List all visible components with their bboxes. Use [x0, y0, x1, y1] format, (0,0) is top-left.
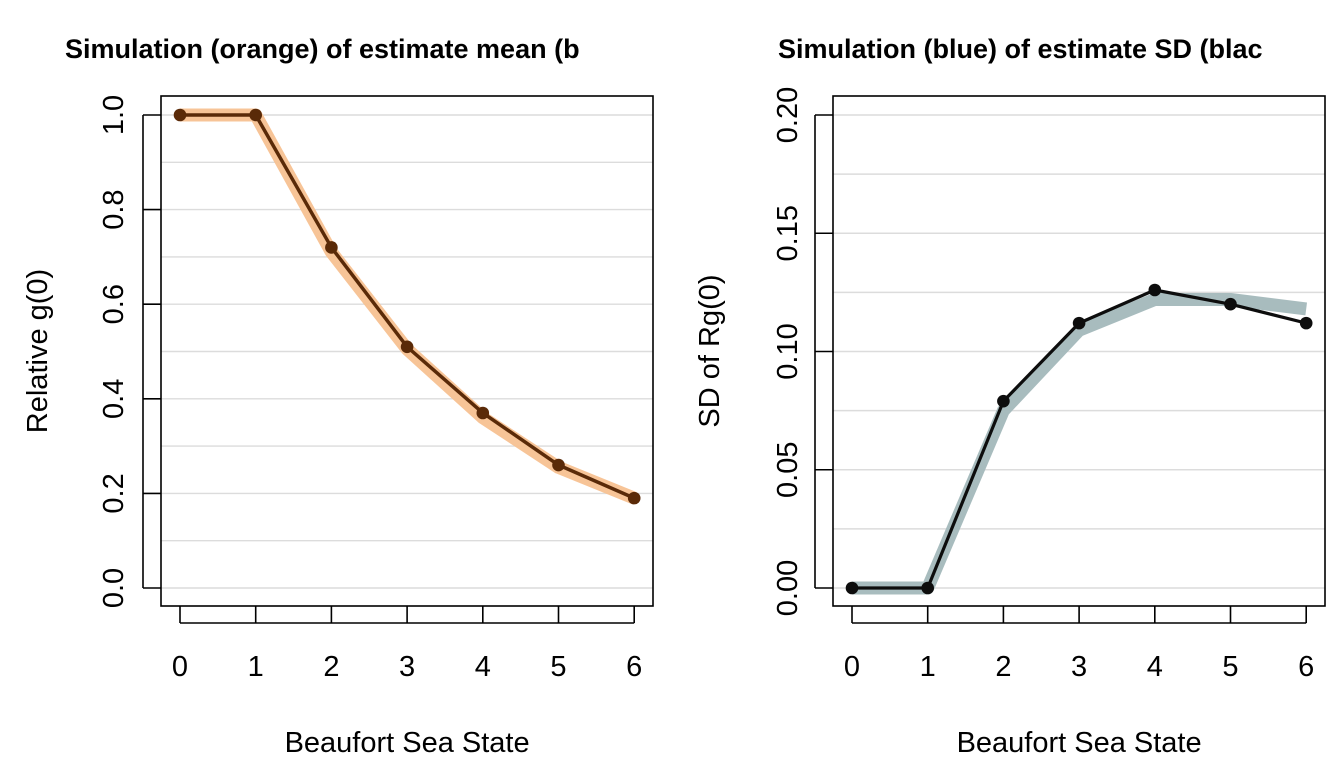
estimate-point	[627, 491, 641, 505]
x-tick-label: 1	[920, 651, 936, 683]
x-tick-label: 4	[475, 651, 491, 683]
y-tick-label: 0.10	[772, 323, 804, 379]
chart-title: Simulation (orange) of estimate mean (b	[65, 34, 580, 64]
estimate-point	[997, 394, 1010, 408]
estimate-point	[921, 581, 934, 595]
chart-title: Simulation (blue) of estimate SD (blac	[778, 34, 1263, 64]
x-tick-label: 5	[1222, 651, 1238, 683]
estimate-point	[1224, 297, 1237, 311]
estimate-point	[249, 108, 262, 122]
right-panel: 0.00 0.05 0.10 0.15 0.20 0 1 2 3 4 5 6 Simulation (b…	[694, 34, 1326, 759]
estimate-point	[1072, 316, 1086, 330]
y-tick-label: 0.4	[98, 379, 130, 419]
series-estimate	[173, 108, 641, 505]
y-axis-label: SD of Rg(0)	[694, 274, 726, 427]
x-tick-label: 2	[995, 651, 1011, 683]
x-tick-label: 0	[844, 651, 860, 683]
x-tick-label: 6	[626, 651, 642, 683]
x-axis-label: Beaufort Sea State	[957, 727, 1202, 759]
y-axis: 0.0 0.2 0.4 0.6 0.8 1.0	[98, 95, 161, 608]
x-axis: 0 1 2 3 4 5 6	[172, 606, 642, 683]
x-tick-label: 5	[550, 651, 566, 683]
y-axis-label: Relative g(0)	[22, 269, 54, 433]
x-tick-label: 4	[1147, 651, 1163, 683]
y-tick-label: 0.20	[772, 87, 804, 143]
y-tick-label: 1.0	[98, 95, 130, 135]
x-tick-label: 2	[323, 651, 339, 683]
estimate-point	[476, 406, 490, 420]
y-tick-label: 0.00	[772, 560, 804, 616]
estimate-point	[552, 458, 565, 472]
y-tick-label: 0.05	[772, 442, 804, 498]
series-simulation	[180, 108, 637, 505]
y-axis: 0.00 0.05 0.10 0.15 0.20	[772, 87, 833, 616]
estimate-point	[1299, 316, 1313, 330]
x-tick-label: 1	[248, 651, 264, 683]
y-tick-label: 0.6	[98, 284, 130, 324]
estimate-point	[173, 108, 187, 122]
series-estimate	[845, 283, 1313, 595]
estimate-point	[400, 340, 414, 354]
series-simulation	[852, 292, 1308, 595]
simulation-band	[852, 292, 1308, 595]
y-tick-label: 0.8	[98, 189, 130, 229]
x-tick-label: 3	[1071, 651, 1087, 683]
estimate-line	[180, 113, 635, 500]
simulation-band	[180, 108, 637, 505]
x-tick-label: 6	[1298, 651, 1314, 683]
y-tick-label: 0.2	[98, 473, 130, 513]
estimate-point	[1148, 283, 1162, 297]
left-panel: 0.0 0.2 0.4 0.6 0.8 1.0 0 1 2 3 4 5 6 Simulation (ora…	[22, 34, 654, 759]
estimate-point	[845, 581, 859, 595]
x-tick-label: 3	[399, 651, 415, 683]
y-tick-label: 0.0	[98, 568, 130, 608]
x-axis-label: Beaufort Sea State	[285, 727, 530, 759]
y-tick-label: 0.15	[772, 205, 804, 261]
x-tick-label: 0	[172, 651, 188, 683]
x-axis: 0 1 2 3 4 5 6	[844, 606, 1314, 683]
estimate-point	[325, 241, 338, 254]
